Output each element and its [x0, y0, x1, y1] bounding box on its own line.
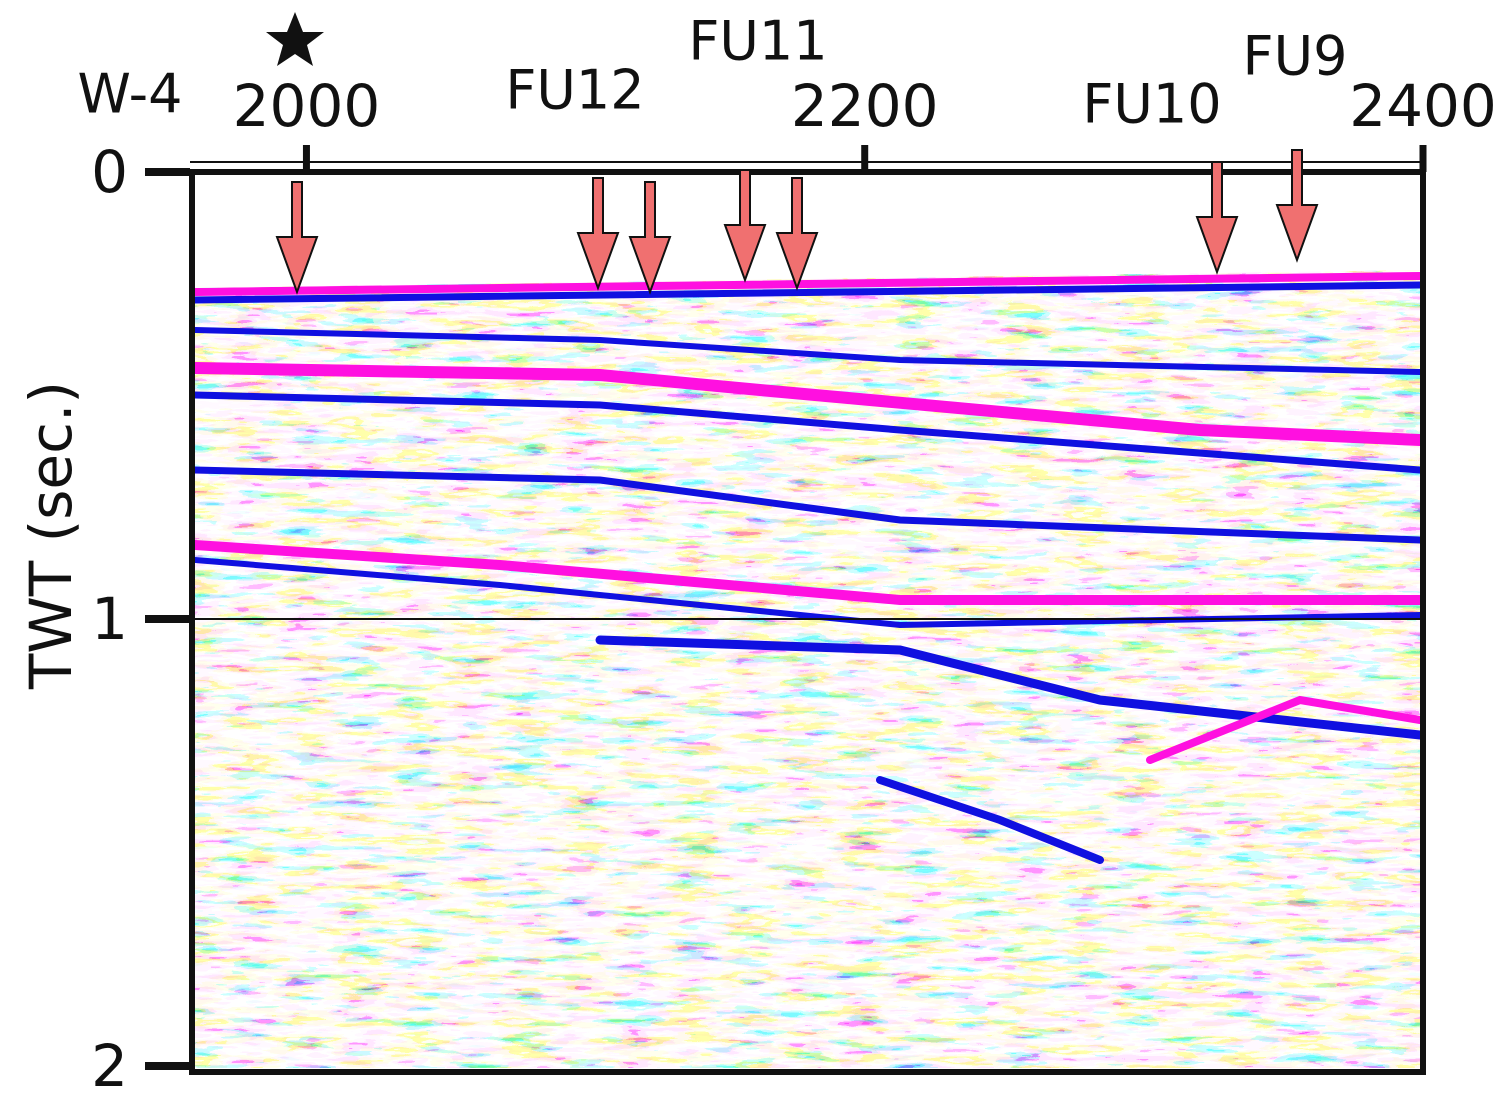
annotation: FU10	[1082, 73, 1221, 136]
arrow	[1275, 149, 1319, 263]
x-tick-label: 2200	[791, 72, 939, 140]
arrow	[576, 177, 620, 291]
annotation: W-4	[77, 63, 182, 126]
annotation: FU12	[505, 59, 644, 122]
arrow	[628, 181, 672, 295]
y-tick-label: 1	[91, 585, 128, 653]
seismic-texture	[195, 270, 1420, 1068]
seismic-section	[195, 270, 1420, 1068]
x-tick-label: 2400	[1349, 72, 1497, 140]
annotation: FU9	[1243, 25, 1348, 88]
arrow	[1195, 161, 1239, 275]
reflectors	[195, 272, 1420, 864]
annotation: FU11	[688, 10, 827, 73]
y-tick-label: 2	[91, 1032, 128, 1100]
star	[266, 12, 324, 66]
arrow	[775, 177, 819, 291]
y-tick-label: 0	[91, 138, 128, 206]
y-axis-label: TWT (sec.)	[17, 381, 85, 690]
fault-arrows	[275, 149, 1319, 295]
x-tick-label: 2000	[233, 72, 381, 140]
frame	[189, 169, 1426, 1075]
arrow	[275, 181, 319, 295]
arrow	[723, 169, 767, 283]
